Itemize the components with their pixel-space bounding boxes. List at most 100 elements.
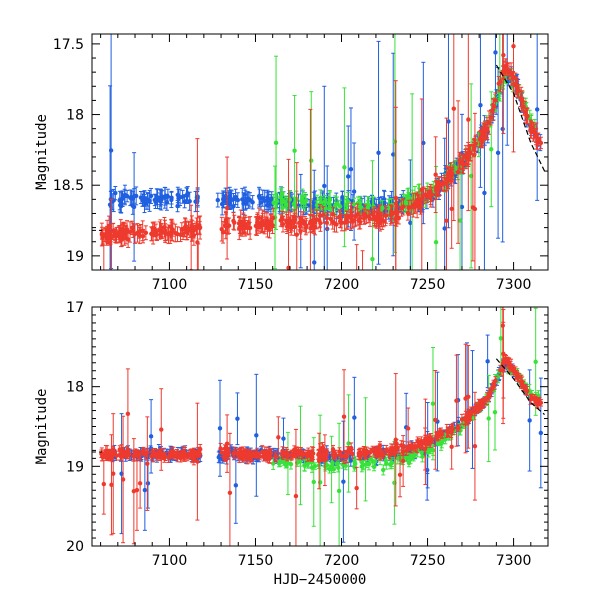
data-point	[392, 210, 398, 215]
data-point	[317, 213, 323, 218]
data-point	[298, 215, 304, 221]
data-point	[231, 203, 236, 209]
data-point	[442, 226, 447, 231]
data-point	[152, 197, 157, 203]
x-tick-label: 7200	[324, 277, 360, 293]
data-point	[337, 214, 342, 220]
data-point	[357, 219, 363, 225]
data-point	[366, 203, 372, 208]
data-point	[437, 180, 442, 185]
data-point	[449, 206, 454, 212]
data-point	[195, 240, 200, 245]
data-point	[237, 220, 242, 226]
data-point	[215, 197, 221, 203]
data-point	[446, 119, 451, 124]
data-point	[312, 196, 318, 201]
data-point	[334, 222, 339, 227]
data-point	[496, 81, 501, 86]
data-point	[197, 225, 202, 231]
data-point	[132, 231, 138, 237]
data-point	[433, 172, 438, 177]
data-point	[189, 224, 194, 230]
data-point	[330, 220, 335, 225]
data-point	[498, 29, 502, 33]
data-point	[196, 288, 200, 292]
data-point	[177, 195, 183, 200]
data-point	[471, 143, 477, 148]
x-tick-label: 7100	[152, 277, 188, 293]
data-point	[318, 197, 323, 202]
data-point	[343, 203, 349, 208]
data-point	[169, 195, 174, 200]
data-point	[228, 197, 233, 202]
data-point	[511, 76, 516, 81]
data-point	[459, 204, 465, 210]
data-point	[457, 218, 463, 223]
data-point	[376, 150, 381, 156]
data-point	[489, 147, 494, 152]
data-point	[281, 436, 286, 441]
data-point	[159, 197, 164, 203]
data-point	[516, 88, 521, 93]
data-point	[154, 194, 160, 199]
data-point	[451, 106, 457, 111]
data-point	[538, 430, 544, 436]
data-point	[392, 139, 398, 144]
data-point	[399, 205, 404, 211]
data-point	[444, 218, 449, 223]
data-point	[105, 234, 111, 240]
data-point	[142, 487, 148, 493]
data-point	[267, 201, 272, 206]
y-tick-label: 18.5	[53, 178, 84, 194]
series-blue	[107, 34, 543, 270]
data-point	[109, 286, 113, 290]
data-point	[268, 220, 274, 225]
data-point	[217, 426, 223, 431]
data-point	[482, 190, 487, 196]
data-point	[350, 218, 355, 223]
data-point	[162, 195, 167, 200]
data-point	[434, 185, 439, 190]
data-point	[468, 151, 473, 156]
data-point	[348, 167, 354, 172]
data-point	[420, 454, 425, 459]
data-point	[302, 463, 307, 468]
y-tick-label: 17.5	[53, 37, 84, 53]
data-point	[143, 230, 149, 235]
data-point	[486, 120, 492, 125]
data-point	[493, 50, 498, 55]
data-point	[513, 81, 518, 87]
data-point	[292, 148, 297, 153]
data-point	[529, 125, 534, 130]
data-point	[263, 220, 268, 226]
data-point	[164, 200, 170, 205]
data-point	[324, 215, 330, 221]
data-point	[136, 229, 142, 235]
data-point	[194, 226, 199, 231]
x-tick-label: 7300	[496, 277, 532, 293]
data-point	[423, 192, 428, 197]
data-point	[501, 2, 505, 6]
data-point	[341, 479, 346, 484]
data-point	[160, 230, 165, 235]
data-point	[271, 200, 276, 205]
data-point	[330, 211, 336, 217]
data-point	[433, 240, 439, 245]
data-point	[294, 232, 299, 237]
data-point	[491, 103, 496, 109]
data-point	[242, 221, 248, 226]
data-point	[309, 223, 315, 229]
y-tick-label: 18	[66, 108, 84, 124]
data-point	[225, 224, 231, 229]
series-blue	[107, 334, 544, 543]
data-point	[219, 226, 224, 232]
data-point	[328, 216, 333, 222]
data-point	[273, 140, 279, 146]
data-point	[314, 203, 320, 208]
plot-area	[92, 307, 545, 546]
data-point	[219, 201, 225, 207]
data-point	[408, 220, 413, 226]
data-point	[534, 107, 540, 112]
data-point	[478, 102, 483, 108]
data-point	[108, 148, 114, 153]
